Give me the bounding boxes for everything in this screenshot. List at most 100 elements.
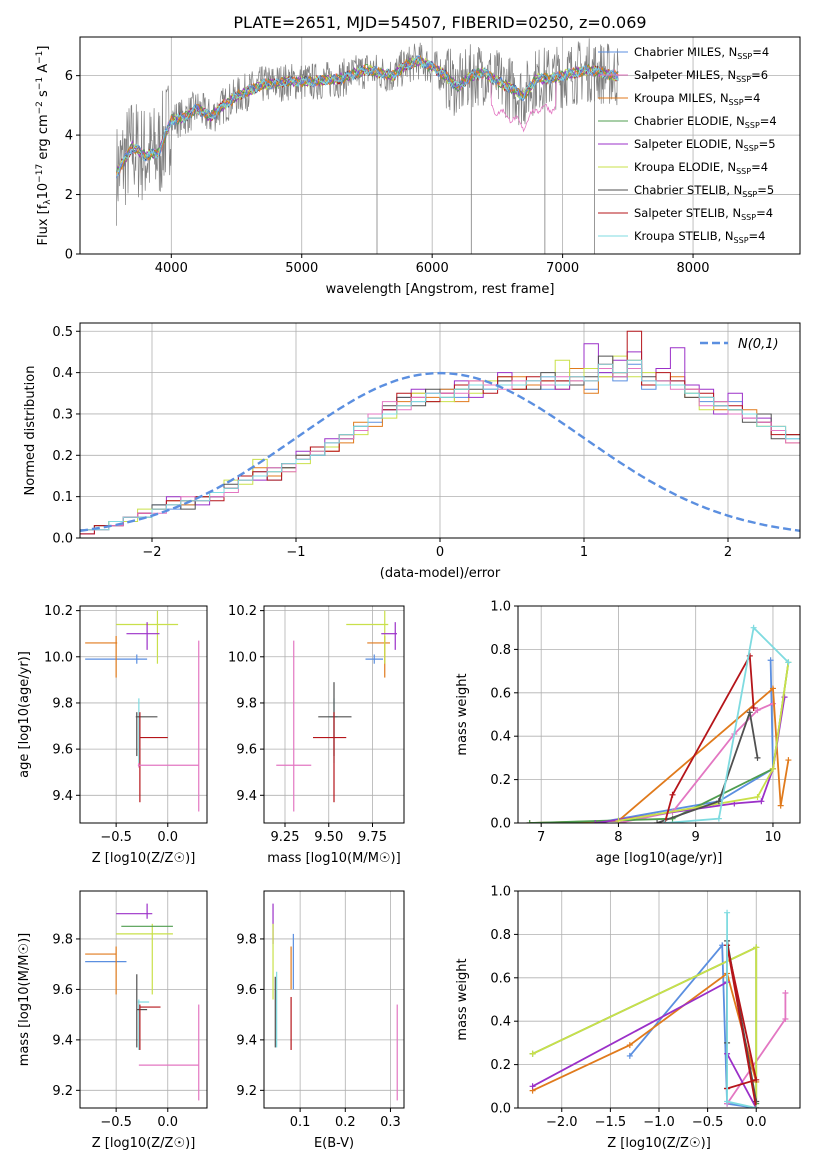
y-axis-label-part: −17	[35, 164, 45, 183]
axes-frame	[79, 322, 801, 539]
y-axis-label-part: ]	[36, 46, 51, 51]
legend-sub: SSP	[742, 190, 757, 199]
y-tick-label: 0.8	[490, 928, 511, 943]
x-tick-label: −0.5	[100, 830, 132, 845]
y-tick-label: 10.2	[228, 604, 257, 619]
x-axis-label: wavelength [Angstrom, rest frame]	[326, 282, 555, 297]
y-axis-label: mass [log10(M/M☉)]	[17, 933, 32, 1066]
legend-n: =4	[756, 206, 773, 220]
legend-label: Chabrier ELODIE, NSSP=4	[634, 114, 777, 130]
y-axis-label-part: −1	[35, 77, 45, 90]
legend-n: =4	[749, 229, 766, 243]
x-axis-label: Z [log10(Z/Z☉)]	[92, 1136, 196, 1151]
age_vs_mass-panel: 9.25 9.50 9.75 9.4 9.6 9.8 10.0 10.2 mass [log10…	[228, 604, 405, 866]
legend-text: Salpeter ELODIE, N	[634, 137, 744, 151]
weight-point	[754, 754, 761, 761]
legend-label: Chabrier MILES, NSSP=4	[634, 45, 769, 61]
x-axis-label: Z [log10(Z/Z☉)]	[92, 851, 196, 866]
legend-n: =4	[760, 114, 777, 128]
axes-frame	[517, 605, 801, 824]
weight-point	[767, 657, 774, 664]
figure-title: PLATE=2651, MJD=54507, FIBERID=0250, z=0…	[233, 13, 646, 32]
y-tick-label: 0.1	[52, 490, 73, 505]
legend-label: Salpeter ELODIE, NSSP=5	[634, 137, 776, 153]
y-tick-label: 1.0	[490, 885, 511, 900]
legend-sub: SSP	[729, 98, 744, 107]
y-tick-label: 9.6	[52, 743, 73, 758]
weight-point	[754, 707, 761, 714]
weight-point	[769, 765, 776, 772]
spectrum-panel: 4000 5000 6000 7000 8000 0 2 4 6 wavelength [Angs…	[35, 36, 801, 297]
y-tick-label: 0.0	[490, 817, 511, 832]
y-tick-label: 0.8	[490, 643, 511, 658]
weight-point	[526, 820, 533, 823]
y-tick-label: 1.0	[490, 600, 511, 615]
weight-point	[753, 944, 760, 951]
weight-point	[750, 704, 757, 711]
weight-point	[592, 820, 599, 823]
panels: 4000 5000 6000 7000 8000 0 2 4 6 wavelength [Angs…	[17, 36, 801, 1151]
weight-point	[754, 793, 761, 800]
legend-sub: SSP	[734, 236, 749, 245]
y-tick-label: 0	[65, 248, 73, 263]
x-tick-label: 0.0	[157, 1115, 178, 1130]
histogram-series	[80, 330, 800, 538]
y-tick-label: 4	[65, 129, 73, 144]
x-tick-label: 0	[436, 545, 444, 560]
y-tick-label: 9.2	[236, 1084, 257, 1099]
y-tick-label: 10.0	[44, 650, 73, 665]
legend-n: =5	[759, 137, 776, 151]
y-tick-label: 9.8	[52, 696, 73, 711]
x-tick-label: 0.0	[746, 1115, 767, 1130]
x-tick-label: 6000	[416, 261, 449, 276]
legend-label: Salpeter MILES, NSSP=6	[634, 68, 768, 84]
y-tick-label: 0.4	[490, 1015, 511, 1030]
weight-point	[626, 1052, 633, 1059]
legend-text: Kroupa MILES, N	[634, 91, 729, 105]
legend-label: Salpeter STELIB, NSSP=4	[634, 206, 773, 222]
weight-point	[769, 700, 776, 707]
model-spectrum	[116, 56, 619, 177]
x-tick-label: 9	[692, 830, 700, 845]
x-tick-label: 2	[724, 545, 732, 560]
legend-label: Chabrier STELIB, NSSP=5	[634, 183, 774, 199]
y-tick-label: 9.8	[52, 932, 73, 947]
y-tick-label: 0.2	[52, 449, 73, 464]
x-tick-label: 7	[537, 830, 545, 845]
weight-point	[777, 802, 784, 809]
weight-series	[529, 660, 774, 823]
x-axis-label: E(B-V)	[314, 1136, 354, 1151]
y-axis-label-part: erg cm	[36, 114, 51, 163]
weight-point	[724, 1098, 731, 1105]
histogram-series	[80, 355, 800, 538]
age_vs_Z-panel: −0.5 0.0 9.4 9.6 9.8 10.0 10.2 Z [log10(Z/Z☉)] a…	[17, 604, 208, 866]
weight-point	[782, 989, 789, 996]
legend-n: =4	[752, 45, 769, 59]
y-axis-label-part: s	[36, 90, 51, 101]
residuals-panel: −2 −1 0 1 2 0.0 0.1 0.2 0.3 0.4 0.5 (data-model)/er…	[23, 322, 801, 581]
x-tick-label: −2.0	[546, 1115, 578, 1130]
y-axis-label: Flux [fλ10−17 erg cm−2 s−1 A−1]	[35, 46, 53, 246]
x-tick-label: 9.50	[314, 830, 343, 845]
weight-point	[785, 757, 792, 764]
x-tick-label: −1	[286, 545, 305, 560]
histogram-series	[80, 359, 800, 538]
axes-frame	[79, 36, 801, 255]
weight-point	[753, 1076, 760, 1083]
normal-curve	[80, 371, 800, 532]
y-tick-label: 0.4	[52, 366, 73, 381]
legend-n: =6	[751, 68, 768, 82]
legend-n: =4	[751, 160, 768, 174]
y-tick-label: 0.3	[52, 407, 73, 422]
legend-label: N(0,1)	[738, 337, 779, 352]
y-tick-label: 0.2	[490, 773, 511, 788]
axes-frame	[79, 890, 208, 1109]
legend-text: Kroupa STELIB, N	[634, 229, 734, 243]
y-axis-label-part: 10	[36, 183, 51, 200]
y-axis-label: mass weight	[455, 673, 470, 755]
legend-sub: SSP	[737, 52, 752, 61]
legend-sub: SSP	[744, 144, 759, 153]
legend-text: Chabrier MILES, N	[634, 45, 737, 59]
y-tick-label: 9.4	[236, 789, 257, 804]
